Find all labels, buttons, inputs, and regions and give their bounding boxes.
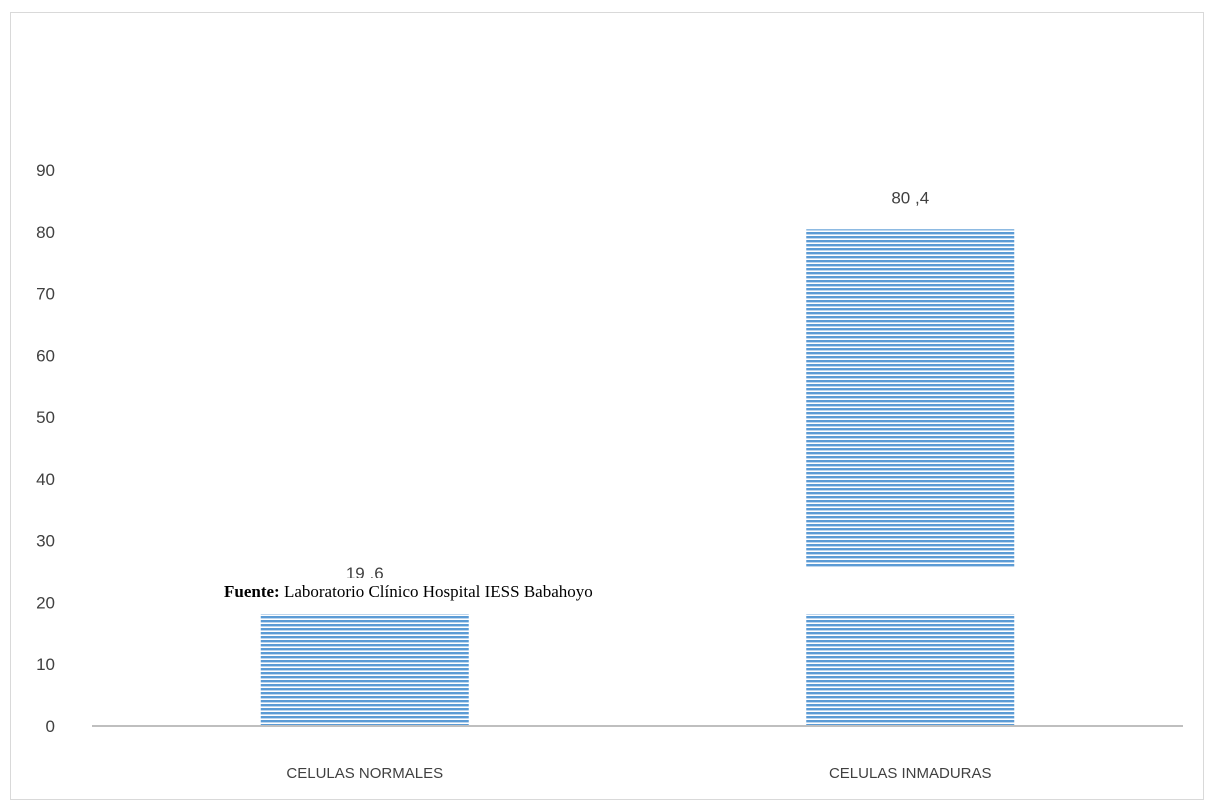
y-axis-tick-labels: 0 10 20 30 40 50 60 70 80 90: [36, 161, 55, 736]
y-tick-label: 50: [36, 408, 55, 427]
source-text: Laboratorio Clínico Hospital IESS Babaho…: [283, 582, 593, 601]
bar: [806, 229, 1015, 726]
x-category-label: CELULAS NORMALES: [286, 765, 443, 782]
y-tick-label: 20: [36, 593, 55, 612]
bars: [92, 229, 1183, 726]
x-category-label: CELULAS INMADURAS: [829, 765, 992, 782]
x-axis-category-labels: CELULAS NORMALES CELULAS INMADURAS: [286, 765, 991, 782]
y-tick-label: 60: [36, 346, 55, 365]
y-tick-label: 40: [36, 470, 55, 489]
y-tick-label: 30: [36, 532, 55, 551]
source-label: Fuente:: [224, 582, 280, 601]
y-tick-label: 90: [36, 161, 55, 180]
y-tick-label: 80: [36, 223, 55, 242]
bar-data-label: 80 ,4: [891, 188, 929, 207]
y-tick-label: 70: [36, 285, 55, 304]
y-tick-label: 10: [36, 655, 55, 674]
bar: [260, 604, 469, 726]
source-note: Fuente: Laboratorio Clínico Hospital IES…: [220, 578, 597, 610]
y-tick-label: 0: [46, 717, 55, 736]
